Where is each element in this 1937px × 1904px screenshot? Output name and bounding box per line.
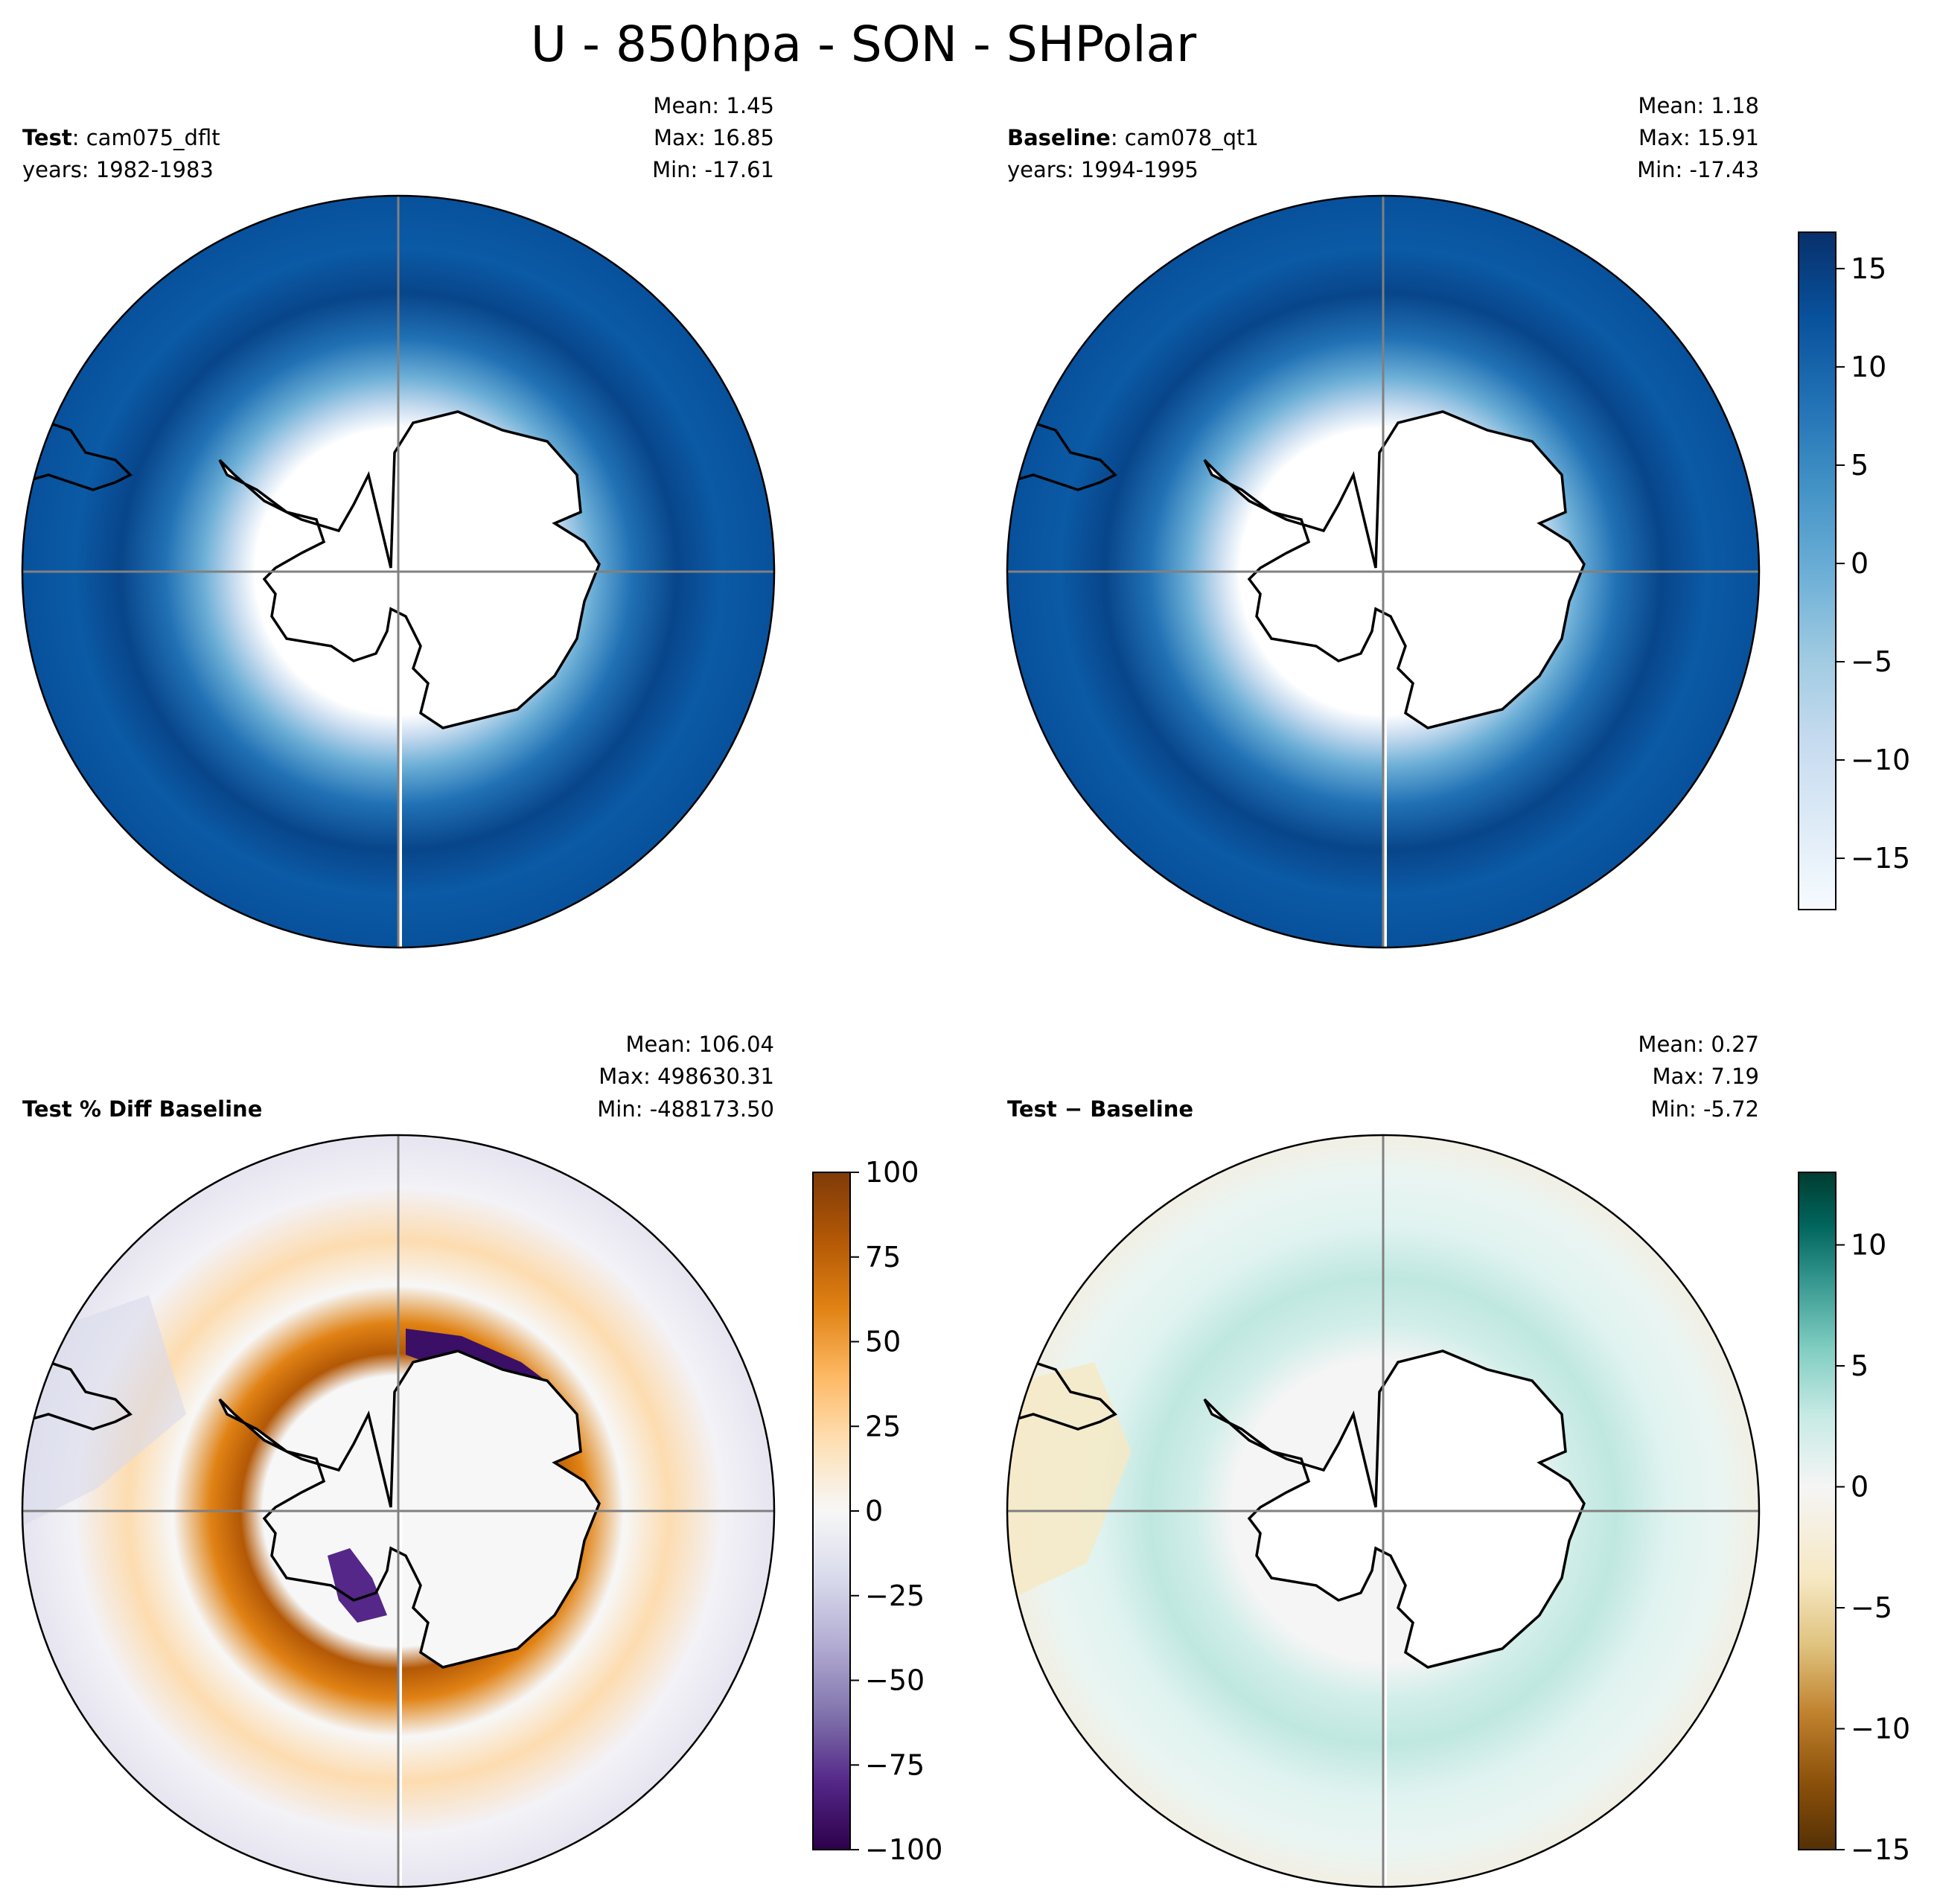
panel-test: Test: cam075_dflt years: 1982-1983 Mean:… [21, 93, 776, 949]
colorbar-main-tick-label: 5 [1851, 449, 1869, 482]
test-years: years: 1982-1983 [22, 157, 214, 182]
colorbar-main-tick-label: −5 [1851, 645, 1892, 678]
diff-map [1007, 1135, 1759, 1887]
colorbar-pct-tick-label: 25 [865, 1410, 901, 1443]
baseline-label: Baseline: cam078_qt1 [1007, 125, 1259, 150]
colorbar-pct-tick-label: 100 [865, 1156, 919, 1189]
baseline-map [1007, 196, 1759, 948]
panel-diff: Test − Baseline Mean: 0.27 Max: 7.19 Min… [1006, 1032, 1761, 1888]
colorbar-pct-tick-label: −50 [865, 1664, 925, 1697]
test-mean: Mean: 1.45 [653, 93, 774, 118]
colorbar-main-tick-label: −15 [1851, 842, 1910, 875]
colorbar-diff-tick-label: 5 [1851, 1349, 1869, 1382]
colorbar-pct-tick-label: −75 [865, 1748, 925, 1781]
diff-label: Test − Baseline [1007, 1096, 1193, 1122]
colorbar-diff-tick-label: −5 [1851, 1591, 1892, 1624]
test-label: Test: cam075_dflt [22, 125, 220, 150]
test-map [22, 196, 774, 948]
colorbar-diff-tick-label: −15 [1851, 1833, 1910, 1866]
colorbar-pct-tick-label: 0 [865, 1495, 883, 1527]
panel-pctdiff: Test % Diff Baseline Mean: 106.04 Max: 4… [21, 1032, 776, 1888]
baseline-years: years: 1994-1995 [1007, 157, 1199, 182]
colorbar-pct-tick-label: 75 [865, 1241, 901, 1274]
baseline-min: Min: -17.43 [1637, 157, 1759, 182]
colorbar-pct-tick-label: −25 [865, 1579, 925, 1612]
figure-title: U - 850hpa - SON - SHPolar [531, 16, 1197, 73]
baseline-mean: Mean: 1.18 [1638, 93, 1759, 118]
colorbar-main-tick-label: 15 [1851, 252, 1886, 285]
pctdiff-min: Min: -488173.50 [597, 1096, 774, 1122]
colorbar-diff: 10 5 0 −5 −10 −15 [1798, 1172, 1910, 1866]
pctdiff-map [22, 1135, 774, 1887]
pctdiff-max: Max: 498630.31 [599, 1064, 774, 1089]
panel-baseline: Baseline: cam078_qt1 years: 1994-1995 Me… [1006, 93, 1761, 949]
colorbar-pct: 100 75 50 25 0 −25 −50 −75 −100 [812, 1156, 942, 1866]
colorbar-main-tick-label: −10 [1851, 744, 1910, 776]
baseline-max: Max: 15.91 [1638, 125, 1759, 150]
diff-max: Max: 7.19 [1652, 1064, 1759, 1089]
colorbar-main-tick-label: 0 [1851, 547, 1869, 580]
colorbar-pct-tick-label: 50 [865, 1326, 901, 1358]
diff-mean: Mean: 0.27 [1638, 1032, 1759, 1057]
colorbar-main: 15 10 5 0 −5 −10 −15 [1798, 231, 1910, 910]
pctdiff-mean: Mean: 106.04 [626, 1032, 774, 1057]
test-max: Max: 16.85 [654, 125, 774, 150]
diff-min: Min: -5.72 [1651, 1096, 1759, 1122]
test-min: Min: -17.61 [652, 157, 774, 182]
colorbar-diff-tick-label: −10 [1851, 1713, 1910, 1745]
colorbar-pct-tick-label: −100 [865, 1833, 942, 1866]
colorbar-main-tick-label: 10 [1851, 351, 1886, 383]
colorbar-diff-tick-label: 0 [1851, 1471, 1869, 1504]
colorbar-diff-tick-label: 10 [1851, 1229, 1886, 1262]
pctdiff-label: Test % Diff Baseline [22, 1096, 262, 1122]
